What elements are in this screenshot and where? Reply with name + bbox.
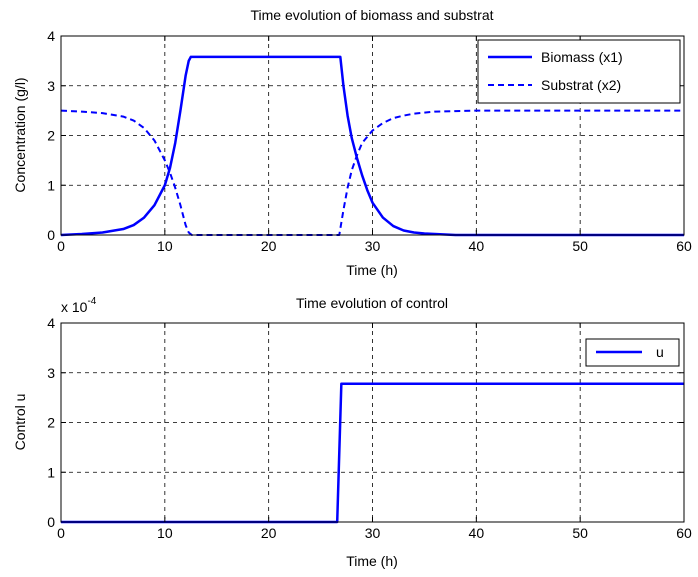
series-line [60,109,684,236]
x-axis-label: Time (h) [346,553,398,569]
x-tick-label: 60 [676,238,692,254]
y-tick-label: 0 [47,514,55,530]
legend: u [585,338,680,367]
ticks: 0 10 20 30 40 50 60 0 1 2 3 4 [47,315,692,541]
x-tick-label: 20 [261,238,277,254]
y-tick-label: 4 [47,315,55,331]
series-line [60,55,684,237]
x-tick-label: 60 [676,525,692,541]
x-axis-label: Time (h) [346,262,398,278]
chart-title: Time evolution of control [296,295,448,311]
legend-box [477,39,681,104]
x-tick-label: 40 [469,238,485,254]
legend-label-u: u [656,344,664,360]
y-tick-label: 2 [47,128,55,144]
y-axis-label: Concentration (g/l) [12,77,28,192]
x-tick-label: 50 [572,525,588,541]
x-tick-label: 50 [572,238,588,254]
x-tick-label: 10 [157,238,173,254]
x-tick-label: 40 [469,525,485,541]
scale-factor-exponent: -4 [87,296,96,307]
grid [61,323,684,522]
legend: Biomass (x1) Substrat (x2) [477,39,681,104]
series-lines [60,55,684,237]
y-axis-label: Control u [12,394,28,451]
scale-factor-label: x 10-4 [61,296,97,315]
x-tick-label: 0 [57,238,65,254]
legend-label-biomass: Biomass (x1) [541,49,623,65]
chart-title: Time evolution of biomass and substrat [250,7,493,23]
y-tick-label: 3 [47,365,55,381]
control-chart: Time evolution of control x 10-4 Time (h… [12,295,692,569]
y-tick-label: 0 [47,227,55,243]
ticks: 0 10 20 30 40 50 60 0 1 2 3 4 [47,28,692,254]
x-tick-label: 30 [365,238,381,254]
x-tick-label: 30 [365,525,381,541]
biomass-substrat-chart: Time evolution of biomass and substrat T… [12,7,692,278]
y-tick-label: 4 [47,28,55,44]
y-tick-label: 1 [47,177,55,193]
y-tick-label: 1 [47,464,55,480]
x-tick-label: 10 [157,525,173,541]
y-tick-label: 2 [47,415,55,431]
x-tick-label: 20 [261,525,277,541]
legend-label-substrat: Substrat (x2) [541,77,621,93]
x-tick-label: 0 [57,525,65,541]
grid [61,36,684,235]
y-tick-label: 3 [47,78,55,94]
scale-factor-base: x 10 [61,299,88,315]
